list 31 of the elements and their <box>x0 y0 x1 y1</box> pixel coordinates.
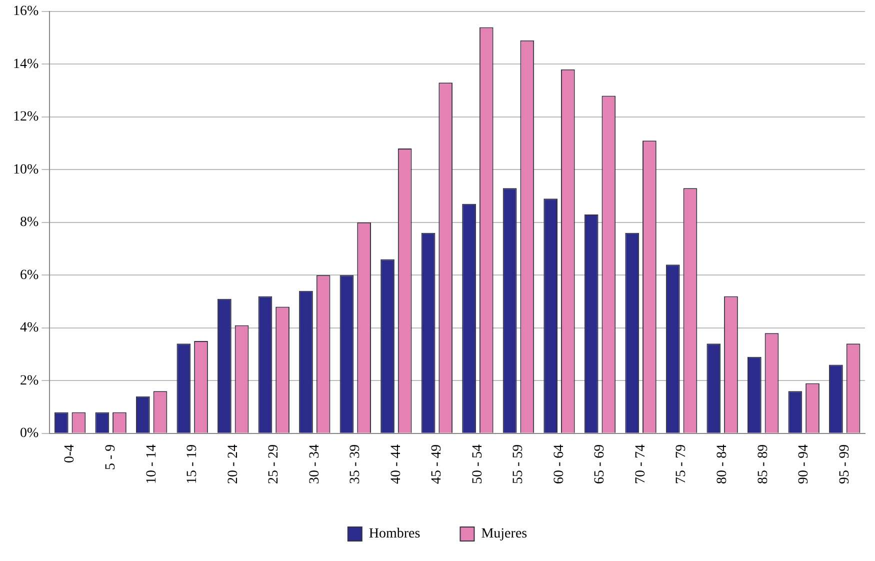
x-tick-label: 15 - 19 <box>185 444 200 484</box>
y-tick-label: 4% <box>20 320 39 336</box>
y-tick-label: 10% <box>12 162 39 178</box>
x-tick-label: 55 - 59 <box>511 444 526 484</box>
x-tick-label: 70 - 74 <box>633 444 648 484</box>
y-tick-label: 12% <box>12 110 39 125</box>
x-tick-label: 10 - 14 <box>144 444 160 484</box>
x-tick-label: 5 - 9 <box>103 444 118 470</box>
x-tick-label: 85 - 89 <box>756 444 771 484</box>
y-tick-label: 0% <box>20 426 39 442</box>
x-tick-label: 65 - 69 <box>592 444 608 484</box>
x-tick-label: 60 - 64 <box>552 444 567 484</box>
x-tick-label: 25 - 29 <box>266 444 282 484</box>
x-tick-label: 75 - 79 <box>674 444 690 484</box>
y-tick-label: 14% <box>12 56 39 72</box>
x-tick-label: 90 - 94 <box>796 444 812 484</box>
y-tick-label: 2% <box>20 373 39 388</box>
x-tick-label: 80 - 84 <box>714 444 730 484</box>
y-tick-label: 16% <box>12 4 39 20</box>
x-tick-label: 20 - 24 <box>226 444 241 484</box>
x-tick-label: 40 - 44 <box>388 444 404 484</box>
x-tick-label: 95 - 99 <box>837 444 852 484</box>
x-tick-label: 35 - 39 <box>348 444 364 484</box>
x-tick-label: 0-4 <box>62 444 78 464</box>
legend-label: Mujeres <box>481 526 528 542</box>
y-tick-label: 8% <box>20 215 39 230</box>
x-tick-label: 30 - 34 <box>307 444 322 484</box>
x-tick-label: 50 - 54 <box>470 444 486 484</box>
y-tick-label: 6% <box>20 268 39 283</box>
x-tick-label: 45 - 49 <box>430 444 445 484</box>
legend-label: Hombres <box>368 526 420 542</box>
